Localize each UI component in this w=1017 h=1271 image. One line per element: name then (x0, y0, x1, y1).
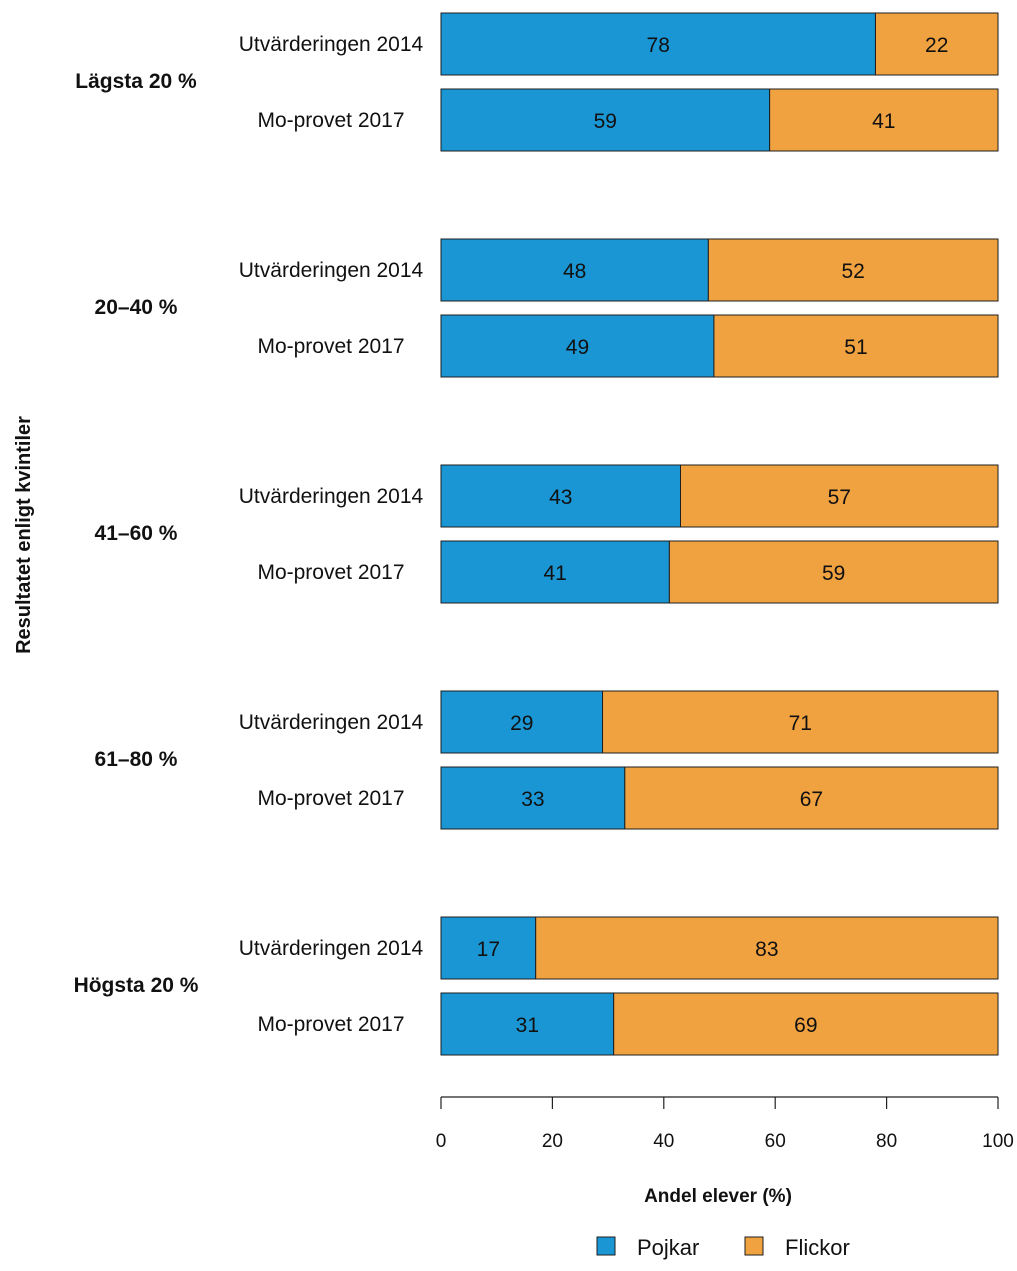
bar-row: Mo-provet 2017 41 59 (257, 540, 999, 604)
bar-row: Utvärderingen 2014 48 52 (239, 238, 999, 302)
bar-value-label: 83 (755, 938, 778, 961)
bar-row: Mo-provet 2017 49 51 (257, 314, 999, 378)
bar-segment-pojkar (440, 766, 626, 830)
bar-segment-flickor (535, 916, 999, 980)
legend-item: Pojkar (596, 1235, 699, 1260)
x-tick-label: 60 (765, 1131, 786, 1152)
bar-row: Mo-provet 2017 31 69 (257, 992, 999, 1056)
bar-segment-flickor (713, 314, 999, 378)
x-tick-label: 20 (542, 1131, 563, 1152)
bar-row: Utvärderingen 2014 17 83 (239, 916, 999, 980)
bar-segment-flickor (707, 238, 999, 302)
bar-value-label: 33 (521, 788, 544, 811)
bar-value-label: 29 (510, 712, 533, 735)
row-label: Mo-provet 2017 (257, 787, 404, 810)
group-label: Lägsta 20 % (75, 70, 197, 93)
y-axis-title: Resultatet enligt kvintiler (13, 416, 35, 654)
row-label: Mo-provet 2017 (257, 109, 404, 132)
bar-value-label: 49 (566, 336, 589, 359)
bar-segment-pojkar (440, 88, 771, 152)
bar-segment-flickor (680, 464, 999, 528)
group-label: Högsta 20 % (74, 974, 199, 997)
legend-swatch (744, 1236, 764, 1256)
bar-row: Utvärderingen 2014 78 22 (239, 12, 999, 76)
row-label: Utvärderingen 2014 (239, 485, 424, 508)
legend-item: Flickor (744, 1235, 850, 1260)
bar-value-label: 43 (549, 486, 572, 509)
legend-swatch (596, 1236, 616, 1256)
bar-group: Lägsta 20 % Utvärderingen 2014 78 22 Mo-prov… (75, 12, 999, 152)
bar-segment-pojkar (440, 690, 604, 754)
legend: Pojkar Flickor (596, 1235, 850, 1260)
bar-segment-pojkar (440, 12, 876, 76)
bar-segment-pojkar (440, 238, 709, 302)
bar-value-label: 22 (925, 34, 948, 57)
bar-value-label: 59 (594, 110, 617, 133)
bar-value-label: 41 (872, 110, 895, 133)
row-label: Utvärderingen 2014 (239, 33, 424, 56)
group-label: 61–80 % (95, 748, 178, 771)
bar-group: 20–40 % Utvärderingen 2014 48 52 Mo-provet 2… (95, 238, 999, 378)
x-tick-label: 40 (653, 1131, 674, 1152)
bar-segment-flickor (668, 540, 999, 604)
bar-segment-pojkar (440, 314, 715, 378)
bar-group: 41–60 % Utvärderingen 2014 43 57 Mo-provet 2… (95, 464, 999, 604)
group-label: 20–40 % (95, 296, 178, 319)
bar-row: Utvärderingen 2014 29 71 (239, 690, 999, 754)
group-label: 41–60 % (95, 522, 178, 545)
bar-value-label: 69 (794, 1014, 817, 1037)
bar-value-label: 78 (647, 34, 670, 57)
bar-value-label: 59 (822, 562, 845, 585)
bar-segment-flickor (602, 690, 999, 754)
row-label: Utvärderingen 2014 (239, 937, 424, 960)
bar-group: Högsta 20 % Utvärderingen 2014 17 83 Mo-prov… (74, 916, 999, 1056)
bar-value-label: 71 (789, 712, 812, 735)
x-tick-label: 80 (876, 1131, 897, 1152)
bar-value-label: 52 (842, 260, 865, 283)
x-axis-title: Andel elever (%) (644, 1186, 792, 1207)
bar-segment-flickor (769, 88, 999, 152)
row-label: Mo-provet 2017 (257, 335, 404, 358)
bar-segment-pojkar (440, 916, 537, 980)
bar-groups: Lägsta 20 % Utvärderingen 2014 78 22 Mo-prov… (74, 12, 999, 1056)
bar-segment-flickor (874, 12, 999, 76)
bar-value-label: 41 (544, 562, 567, 585)
legend-label: Pojkar (637, 1235, 699, 1260)
x-axis: 0 20 40 60 80 100 (436, 1096, 1014, 1152)
legend-label: Flickor (785, 1235, 850, 1260)
row-label: Mo-provet 2017 (257, 561, 404, 584)
row-label: Mo-provet 2017 (257, 1013, 404, 1036)
bar-value-label: 67 (800, 788, 823, 811)
bar-segment-pojkar (440, 992, 615, 1056)
bar-row: Mo-provet 2017 59 41 (257, 88, 999, 152)
bar-value-label: 57 (828, 486, 851, 509)
bar-value-label: 48 (563, 260, 586, 283)
bar-segment-flickor (613, 992, 999, 1056)
bar-segment-pojkar (440, 464, 682, 528)
row-label: Utvärderingen 2014 (239, 711, 424, 734)
row-label: Utvärderingen 2014 (239, 259, 424, 282)
bar-row: Mo-provet 2017 33 67 (257, 766, 999, 830)
bar-segment-flickor (624, 766, 999, 830)
bar-row: Utvärderingen 2014 43 57 (239, 464, 999, 528)
x-tick-label: 0 (436, 1131, 447, 1152)
x-tick-label: 100 (982, 1131, 1014, 1152)
bar-value-label: 17 (477, 938, 500, 961)
bar-group: 61–80 % Utvärderingen 2014 29 71 Mo-provet 2… (95, 690, 999, 830)
bar-value-label: 31 (516, 1014, 539, 1037)
bar-value-label: 51 (844, 336, 867, 359)
